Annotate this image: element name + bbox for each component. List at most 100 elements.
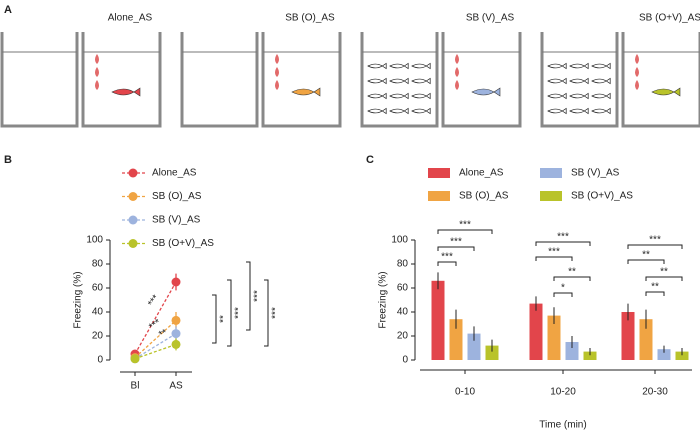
tank — [360, 32, 439, 128]
fish — [389, 62, 409, 70]
fish — [547, 77, 567, 85]
point — [171, 339, 181, 349]
fish — [547, 107, 567, 115]
fish — [569, 77, 589, 85]
sig-label: ** — [660, 267, 668, 278]
sig-bracket — [437, 229, 493, 234]
fish — [111, 87, 141, 97]
sig-bracket — [212, 294, 217, 344]
bar — [583, 351, 597, 360]
sig-bracket — [264, 279, 269, 347]
sig-bracket — [437, 261, 457, 266]
point — [171, 315, 181, 325]
fish — [591, 92, 611, 100]
fish — [651, 87, 681, 97]
legend-label: SB (O+V)_AS — [571, 191, 633, 202]
condition-label: SB (O+V)_AS — [639, 13, 700, 24]
drop — [95, 54, 99, 64]
fish — [411, 107, 431, 115]
fish — [367, 77, 387, 85]
tank — [81, 32, 162, 128]
fish — [547, 62, 567, 70]
legend-marker — [128, 168, 138, 178]
fish — [591, 107, 611, 115]
bar — [529, 303, 543, 360]
y-tick-label: 0 — [97, 355, 103, 366]
y-tick-label: 20 — [92, 331, 104, 342]
sig-bracket — [553, 276, 591, 281]
sig-bracket — [553, 292, 573, 297]
series-line — [134, 343, 177, 360]
fish — [569, 92, 589, 100]
drop — [95, 80, 99, 90]
y-axis-label: Freezing (%) — [73, 271, 84, 328]
fish — [389, 77, 409, 85]
tank — [261, 32, 342, 128]
bar — [639, 319, 653, 360]
x-axis-label: Time (min) — [539, 420, 586, 431]
fish — [367, 92, 387, 100]
series-line — [134, 333, 177, 360]
sig-label: ** — [219, 315, 230, 323]
fish — [411, 77, 431, 85]
x-tick-label: 20-30 — [642, 387, 668, 398]
sig-label: *** — [234, 307, 245, 319]
bar — [565, 342, 579, 360]
legend-marker — [128, 215, 138, 225]
tank — [180, 32, 259, 128]
legend-label: SB (V)_AS — [571, 168, 620, 179]
legend-label: Alone_AS — [459, 168, 504, 179]
sig-label: ** — [651, 282, 659, 293]
y-tick-label: 100 — [391, 235, 408, 246]
bar — [547, 315, 561, 360]
y-tick-label: 40 — [92, 307, 104, 318]
panel-label: C — [366, 154, 374, 166]
legend-swatch — [540, 191, 562, 201]
fish — [411, 92, 431, 100]
tank-diagram: Alone_AS SB (O)_AS SB (V)_AS SB (O+V)_AS — [0, 13, 700, 128]
fish — [291, 87, 321, 97]
tank — [0, 32, 79, 128]
legend-swatch — [428, 168, 450, 178]
drop — [635, 80, 639, 90]
fish — [411, 62, 431, 70]
sig-bracket — [535, 241, 591, 246]
legend-label: Alone_AS — [152, 168, 197, 179]
bar — [485, 345, 499, 360]
sig-label: ** — [642, 250, 650, 261]
drop — [635, 54, 639, 64]
tank — [621, 32, 700, 128]
bar — [449, 319, 463, 360]
tank — [540, 32, 619, 128]
fish — [389, 107, 409, 115]
legend-label: SB (O)_AS — [459, 191, 509, 202]
fish — [389, 92, 409, 100]
drop — [635, 67, 639, 77]
sig-label: *** — [450, 237, 462, 248]
sig-bracket — [535, 256, 573, 261]
fish — [471, 87, 501, 97]
sig-bracket — [246, 261, 251, 331]
legend-label: SB (O)_AS — [152, 191, 202, 202]
sig-bracket — [645, 276, 683, 281]
sig-label: ** — [157, 327, 169, 340]
point — [171, 277, 181, 287]
x-tick-label: Bl — [131, 381, 140, 392]
y-tick-label: 80 — [92, 259, 104, 270]
x-tick-label: 10-20 — [550, 387, 576, 398]
fish — [367, 107, 387, 115]
series-line — [134, 281, 177, 355]
sig-label: * — [561, 283, 565, 294]
sig-label: *** — [557, 232, 569, 243]
bar — [621, 312, 635, 360]
bar — [657, 349, 671, 360]
sig-label: *** — [649, 235, 661, 246]
fish — [591, 62, 611, 70]
sig-label: *** — [441, 252, 453, 263]
sig-label: *** — [271, 307, 282, 319]
series-line — [134, 319, 177, 359]
drop — [275, 80, 279, 90]
legend-swatch — [540, 168, 562, 178]
sig-label: *** — [146, 293, 162, 309]
